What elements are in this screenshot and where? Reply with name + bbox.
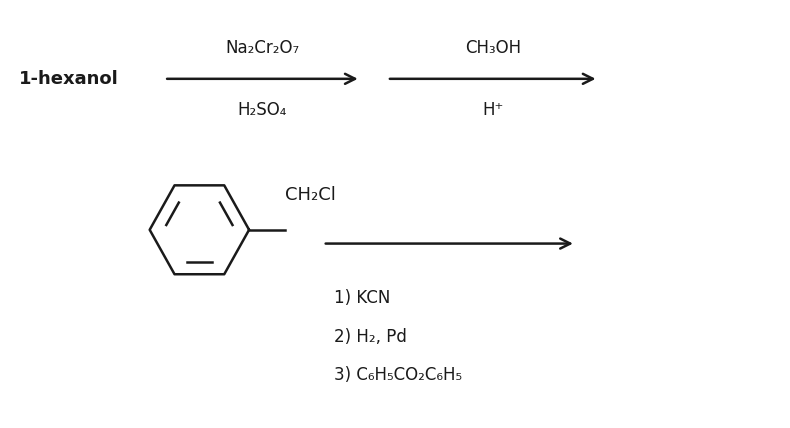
Text: H₂SO₄: H₂SO₄ bbox=[238, 101, 287, 119]
Text: Na₂Cr₂O₇: Na₂Cr₂O₇ bbox=[225, 39, 299, 57]
Text: 2) H₂, Pd: 2) H₂, Pd bbox=[334, 327, 407, 345]
Text: H⁺: H⁺ bbox=[482, 101, 503, 119]
Text: CH₃OH: CH₃OH bbox=[465, 39, 521, 57]
Text: 1) KCN: 1) KCN bbox=[334, 289, 390, 307]
Text: 1-hexanol: 1-hexanol bbox=[19, 70, 119, 88]
Text: CH₂Cl: CH₂Cl bbox=[285, 186, 337, 204]
Text: 3) C₆H₅CO₂C₆H₅: 3) C₆H₅CO₂C₆H₅ bbox=[334, 366, 462, 383]
